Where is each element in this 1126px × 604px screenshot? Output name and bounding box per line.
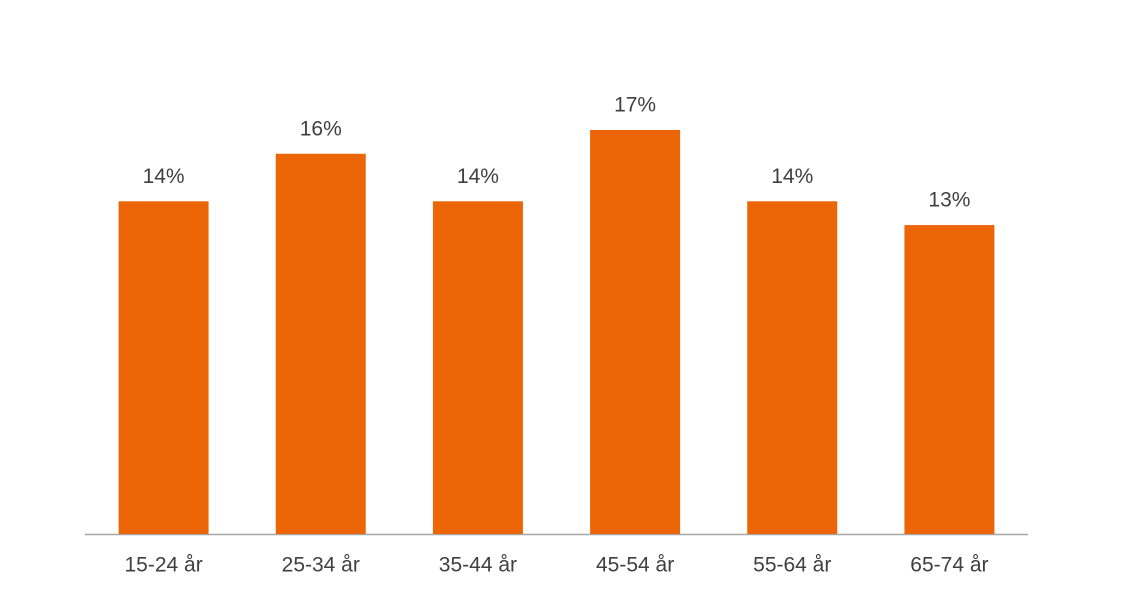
bar (904, 225, 995, 534)
data-label: 14% (771, 165, 813, 188)
bar (118, 201, 209, 534)
x-tick-label: 45-54 år (596, 554, 674, 577)
data-label: 14% (143, 165, 185, 188)
data-label: 13% (928, 189, 970, 212)
x-tick-label: 25-34 år (282, 554, 360, 577)
bar (747, 201, 838, 534)
bar (590, 130, 681, 534)
x-tick-label: 35-44 år (439, 554, 517, 577)
x-tick-label: 55-64 år (753, 554, 831, 577)
bar (275, 153, 366, 534)
data-label: 16% (300, 117, 342, 140)
data-label: 17% (614, 94, 656, 117)
x-tick-label: 65-74 år (910, 554, 988, 577)
x-tick-label: 15-24 år (124, 554, 202, 577)
data-label: 14% (457, 165, 499, 188)
bar (432, 201, 523, 534)
